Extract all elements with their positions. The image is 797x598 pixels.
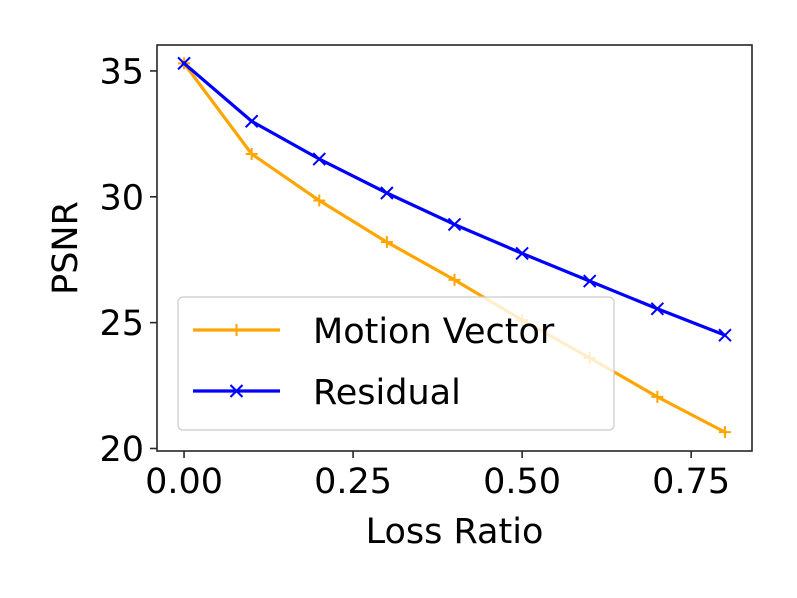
legend-marker-plus-icon — [230, 324, 243, 336]
x-tick-label: 0.00 — [145, 462, 223, 502]
data-point-motion-vector-1 — [245, 147, 258, 160]
x-tick-label: 0.75 — [652, 462, 730, 502]
legend-label: Motion Vector — [313, 312, 555, 352]
x-tick-label: 0.50 — [483, 462, 561, 502]
x-axis: 0.00 0.25 0.50 0.75 — [145, 451, 730, 502]
y-tick-label: 35 — [99, 52, 144, 92]
legend-items: Motion Vector Residual — [193, 312, 555, 413]
data-point-residual-2 — [312, 152, 326, 166]
y-tick-label: 30 — [99, 178, 144, 218]
x-tick-label: 0.25 — [314, 462, 392, 502]
data-point-motion-vector-2 — [313, 194, 326, 207]
y-axis-label: PSNR — [46, 201, 86, 295]
legend-item-motion-vector: Motion Vector — [193, 312, 555, 352]
data-point-residual-3 — [380, 186, 394, 200]
data-point-residual-0 — [177, 56, 191, 71]
data-point-residual-1 — [244, 114, 259, 128]
legend-item-residual: Residual — [193, 373, 461, 413]
legend: Motion Vector Residual — [177, 296, 615, 431]
data-point-motion-vector-8 — [718, 426, 731, 439]
series-line-residual — [181, 61, 728, 338]
data-point-residual-6 — [583, 274, 597, 288]
data-point-residual-8 — [718, 328, 732, 342]
y-tick-label: 25 — [99, 304, 144, 344]
legend-box — [177, 296, 615, 431]
data-point-motion-vector-3 — [380, 236, 393, 249]
data-point-motion-vector-7 — [651, 390, 664, 403]
y-tick-label: 20 — [99, 430, 144, 470]
data-point-residual-5 — [515, 246, 529, 261]
data-point-motion-vector-4 — [448, 273, 461, 286]
series-residual — [177, 56, 732, 342]
x-axis-label: Loss Ratio — [366, 512, 544, 552]
y-axis: 20 25 30 35 — [99, 52, 157, 470]
legend-label: Residual — [313, 373, 461, 413]
data-point-residual-7 — [650, 302, 665, 316]
data-point-residual-4 — [447, 217, 462, 232]
legend-marker-x-icon — [229, 384, 244, 398]
axes-frame — [156, 44, 753, 452]
